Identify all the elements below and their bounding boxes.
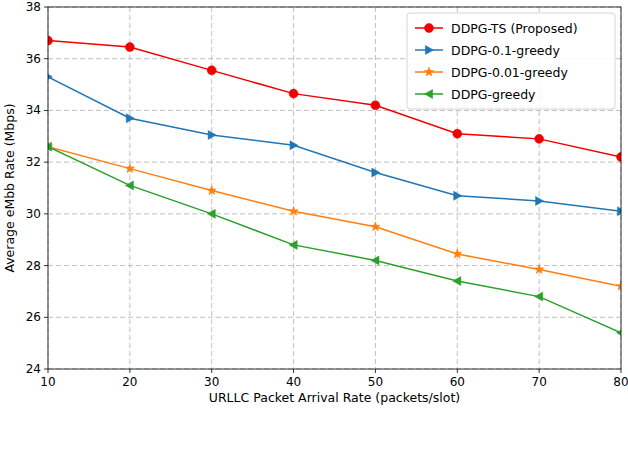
legend-label: DDPG-TS (Proposed) [451, 21, 578, 36]
point [453, 129, 462, 138]
point [371, 222, 380, 231]
legend-marker [424, 67, 433, 76]
point [453, 249, 462, 258]
point [289, 240, 297, 249]
series-line [48, 77, 621, 211]
tick [44, 369, 48, 370]
tick [44, 110, 48, 111]
grid-line [48, 110, 621, 111]
tick [44, 58, 48, 59]
point [125, 43, 134, 52]
point [125, 164, 134, 173]
legend-marker [425, 46, 433, 55]
grid-line [48, 317, 621, 318]
legend-label: DDPG-0.01-greedy [451, 65, 568, 80]
point [48, 72, 53, 81]
point [371, 101, 380, 110]
point [289, 206, 298, 215]
point [48, 142, 52, 151]
point [207, 66, 216, 75]
point [453, 277, 461, 286]
tick-label: 20 [122, 375, 137, 389]
tick [44, 265, 48, 266]
point [207, 186, 216, 195]
grid-line [48, 162, 621, 163]
tick [375, 369, 376, 373]
legend-label: DDPG-0.1-greedy [451, 43, 560, 58]
tick [457, 369, 458, 373]
x-axis-label: URLLC Packet Arrival Rate (packets/slot) [209, 390, 460, 405]
tick-label: 10 [40, 375, 55, 389]
tick [293, 369, 294, 373]
tick [44, 213, 48, 214]
tick-label: 38 [26, 0, 41, 14]
point [536, 196, 544, 205]
tick-label: 34 [26, 103, 41, 117]
frame [48, 7, 621, 369]
series-line [48, 147, 621, 287]
point [534, 265, 543, 274]
point [126, 114, 134, 123]
tick [621, 369, 622, 373]
grid-line [375, 7, 376, 369]
y-axis-label: Average eMbb Rate (Mbps) [2, 103, 17, 272]
point [617, 207, 621, 216]
point [290, 141, 298, 150]
grid-line [48, 213, 621, 214]
point [289, 89, 298, 98]
point [535, 134, 544, 143]
axes: 10 20 30 40 50 60 70 80 24 26 28 30 32 34 36 38 [26, 0, 628, 389]
tick [44, 317, 48, 318]
tick-label: 32 [26, 155, 41, 169]
tick [539, 369, 540, 373]
point [535, 292, 543, 301]
point [125, 181, 133, 190]
point [617, 152, 622, 161]
tick-label: 24 [26, 362, 41, 376]
tick [211, 369, 212, 373]
tick-label: 50 [368, 375, 383, 389]
tick-label: 30 [204, 375, 219, 389]
point [616, 281, 621, 290]
tick-label: 26 [26, 310, 41, 324]
tick-label: 30 [26, 207, 41, 221]
point [208, 130, 216, 139]
legend-marker [425, 24, 434, 33]
point [372, 168, 380, 177]
tick-label: 70 [532, 375, 547, 389]
point [207, 209, 215, 218]
tick [48, 369, 49, 373]
tick-label: 60 [450, 375, 465, 389]
point [48, 36, 53, 45]
point [454, 191, 462, 200]
point [371, 256, 379, 265]
legend-box [407, 13, 615, 109]
tick [44, 162, 48, 163]
tick-label: 40 [286, 375, 301, 389]
series-line [48, 147, 621, 333]
legend-label: DDPG-greedy [451, 87, 536, 102]
legend-marker [425, 90, 433, 99]
tick-label: 80 [613, 375, 628, 389]
chart: 10 20 30 40 50 60 70 80 24 26 28 30 32 34 36 38 URLLC Pa… [0, 0, 628, 450]
tick-label: 28 [26, 259, 41, 273]
grid-line [293, 7, 294, 369]
tick [129, 369, 130, 373]
point [617, 328, 622, 337]
legend: DDPG-TS (Proposed) DDPG-0.1-greedy DDPG-0.… [407, 13, 615, 109]
tick [44, 7, 48, 8]
tick-label: 36 [26, 52, 41, 66]
grid-line [48, 265, 621, 266]
grid [48, 7, 621, 369]
